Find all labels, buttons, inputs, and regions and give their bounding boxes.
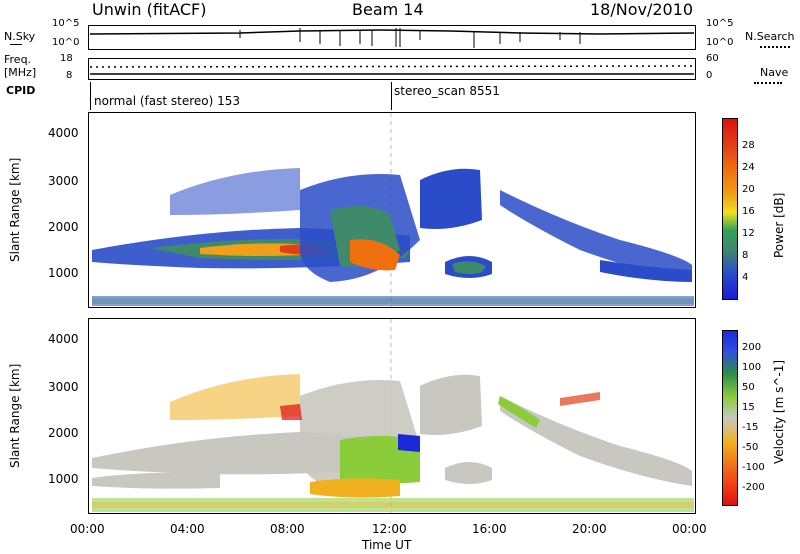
nsearch-label: N.Search — [745, 30, 795, 43]
xtick-1600: 16:00 — [472, 522, 507, 536]
nsky-panel — [88, 25, 696, 50]
nave-tick-top: 60 — [706, 53, 719, 64]
power-cbar-tick-8: 8 — [742, 250, 749, 261]
power-ytick-1000: 1000 — [48, 266, 79, 280]
nsearch-tick-top: 10^5 — [706, 18, 734, 29]
nave-tick-bottom: 0 — [706, 70, 713, 81]
cpid-segment-1: normal (fast stereo) 153 — [94, 94, 240, 108]
velocity-ytick-1000: 1000 — [48, 472, 79, 486]
velocity-colorbar-label: Velocity [m s^-1] — [772, 359, 786, 464]
velocity-ytick-3000: 3000 — [48, 380, 79, 394]
velocity-ytick-4000: 4000 — [48, 332, 79, 346]
velocity-ytick-2000: 2000 — [48, 426, 79, 440]
velocity-panel — [88, 318, 696, 514]
power-ytick-3000: 3000 — [48, 174, 79, 188]
date-title: 18/Nov/2010 — [590, 0, 694, 19]
xtick-2000: 20:00 — [572, 522, 607, 536]
cpid-divider-mid — [391, 82, 392, 110]
nsky-tick-bottom: 10^0 — [52, 37, 80, 48]
nsky-label: N.Sky — [4, 30, 36, 43]
power-cbar-tick-24: 24 — [742, 162, 755, 173]
station-title: Unwin (fitACF) — [92, 0, 207, 19]
xtick-0000-end: 00:00 — [672, 522, 707, 536]
xtick-0400: 04:00 — [170, 522, 205, 536]
freq-label: Freq. — [4, 53, 32, 66]
freq-tick-top: 18 — [60, 53, 73, 64]
power-ytick-4000: 4000 — [48, 126, 79, 140]
velocity-cbar-tick-neg100: -100 — [742, 462, 765, 473]
power-colorbar — [722, 118, 738, 300]
velocity-cbar-tick-100: 100 — [742, 362, 762, 373]
cpid-divider-start — [90, 82, 91, 110]
velocity-cbar-tick-15: 15 — [742, 402, 755, 413]
freq-unit-label: [MHz] — [4, 66, 37, 79]
velocity-colorbar — [722, 330, 738, 506]
xtick-0800: 08:00 — [270, 522, 305, 536]
power-cbar-tick-4: 4 — [742, 272, 749, 283]
velocity-cbar-tick-200: 200 — [742, 342, 762, 353]
cpid-segment-2-name: stereo_scan — [394, 84, 466, 98]
cpid-segment-2-id: 8551 — [469, 84, 500, 98]
freq-tick-bottom: 8 — [66, 70, 73, 81]
power-cbar-tick-28: 28 — [742, 140, 755, 151]
nsearch-tick-bottom: 10^0 — [706, 37, 734, 48]
freq-panel — [88, 58, 696, 80]
cpid-label: CPID — [6, 84, 36, 97]
cpid-segment-1-name: normal (fast stereo) — [94, 94, 214, 108]
power-ytick-2000: 2000 — [48, 220, 79, 234]
xlabel: Time UT — [362, 538, 412, 552]
power-cbar-tick-16: 16 — [742, 206, 755, 217]
nsky-line-icon — [10, 44, 22, 45]
nave-dotted-icon — [754, 82, 782, 84]
power-cbar-tick-20: 20 — [742, 184, 755, 195]
cpid-segment-2: stereo_scan 8551 — [394, 84, 500, 98]
velocity-cbar-tick-neg50: -50 — [742, 442, 759, 453]
beam-title: Beam 14 — [352, 0, 424, 19]
xtick-0000: 00:00 — [70, 522, 105, 536]
cpid-segment-1-id: 153 — [217, 94, 241, 108]
nsearch-dotted-icon — [760, 46, 790, 48]
nave-label: Nave — [760, 66, 789, 79]
nsky-tick-top: 10^5 — [52, 18, 80, 29]
power-panel — [88, 112, 696, 308]
velocity-cbar-tick-50: 50 — [742, 382, 755, 393]
velocity-ylabel: Slant Range [km] — [8, 363, 22, 468]
velocity-cbar-tick-neg15: -15 — [742, 422, 759, 433]
xtick-1200: 12:00 — [372, 522, 407, 536]
power-cbar-tick-12: 12 — [742, 228, 755, 239]
velocity-cbar-tick-neg200: -200 — [742, 482, 765, 493]
